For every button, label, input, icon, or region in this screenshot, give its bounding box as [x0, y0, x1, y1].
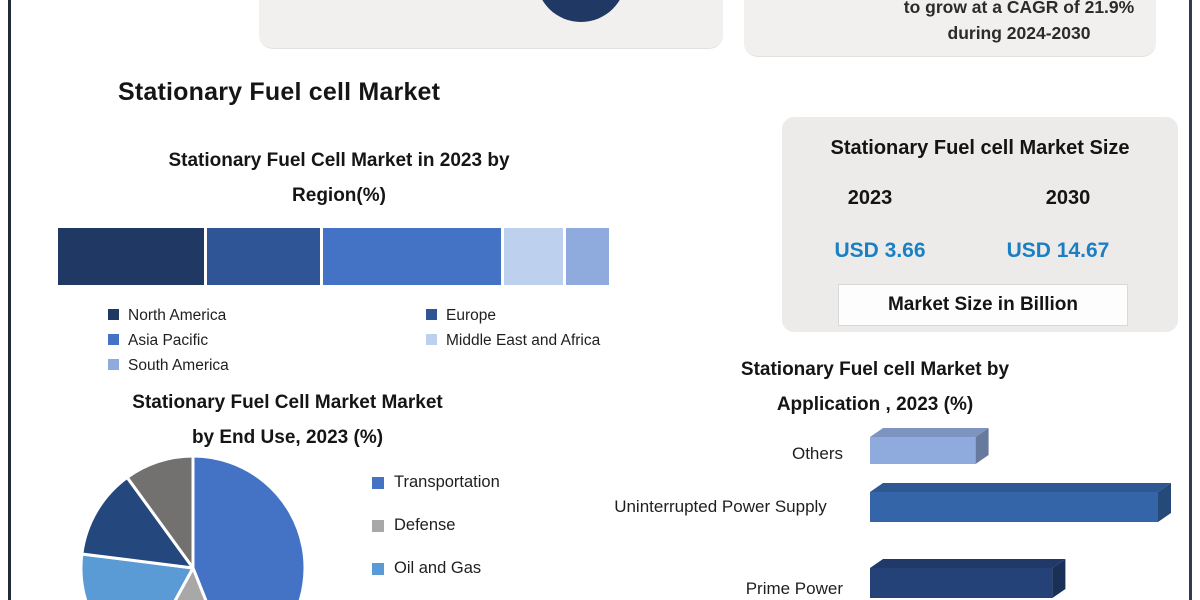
legend-item-defense: Defense: [372, 517, 500, 534]
legend-label-middle-east-and-africa: Middle East and Africa: [446, 332, 601, 349]
pie-slice-defense: [173, 566, 208, 600]
app-bar-prime-power: [870, 559, 1066, 598]
enduse-chart-title-line1: Stationary Fuel Cell Market Market: [132, 392, 443, 413]
legend-swatch-defense: [372, 520, 384, 532]
legend-swatch-transportation: [372, 477, 384, 489]
legend-label-transportation: Transportation: [394, 473, 500, 491]
legend-item-europe: Europe: [426, 307, 600, 324]
market-size-title: Stationary Fuel cell Market Size: [830, 137, 1130, 159]
region-segment-asia-pacific: [322, 228, 501, 285]
legend-swatch-europe: [426, 309, 437, 320]
legend-swatch-oil-and-gas: [372, 563, 384, 575]
market-size-year-2030: 2030: [1045, 187, 1091, 209]
legend-label-asia-pacific: Asia Pacific: [128, 332, 209, 349]
market-size-year-2023: 2023: [847, 187, 893, 209]
legend-label-north-america: North America: [128, 307, 227, 324]
application-bar-chart: [870, 428, 1171, 598]
region-segment-south-america: [565, 228, 610, 285]
legend-swatch-asia-pacific: [108, 334, 119, 345]
market-size-panel: Stationary Fuel cell Market Size 2023 20…: [782, 117, 1178, 332]
market-size-unit-label: Market Size in Billion: [887, 294, 1079, 315]
growth-icon-glyph: [536, 0, 626, 22]
right-border-line: [1189, 0, 1192, 600]
cagr-card-line1: to grow at a CAGR of 21.9%: [903, 0, 1135, 17]
enduse-pie-legend: Transportation Defense Oil and Gas: [372, 474, 500, 577]
region-chart-title: Stationary Fuel Cell Market in 2023 by R…: [89, 143, 589, 213]
region-stacked-bar: [58, 228, 610, 285]
legend-label-europe: Europe: [446, 307, 496, 324]
enduse-chart-title: Stationary Fuel Cell Market Market by En…: [60, 385, 515, 455]
enduse-pie-chart: [79, 454, 307, 600]
application-chart-title-line2: Application , 2023 (%): [776, 394, 974, 415]
region-segment-middle-east-and-africa: [503, 228, 563, 285]
legend-item-south-america: South America: [108, 357, 229, 374]
region-segment-north-america: [58, 228, 204, 285]
legend-label-defense: Defense: [394, 516, 456, 534]
page-title: Stationary Fuel cell Market: [118, 78, 441, 106]
cagr-card-line2: during 2024-2030: [947, 23, 1091, 43]
region-segment-europe: [206, 228, 320, 285]
legend-label-oil-and-gas: Oil and Gas: [394, 559, 482, 577]
pie-slice-unlabeled-5: [125, 454, 195, 570]
top-card-cagr: to grow at a CAGR of 21.9% during 2024-2…: [744, 0, 1156, 57]
legend-label-south-america: South America: [128, 357, 229, 374]
application-label-prime-power: Prime Power: [745, 579, 843, 598]
enduse-chart-title-line2: by End Use, 2023 (%): [191, 427, 384, 448]
growth-icon: [536, 0, 626, 22]
region-chart-title-line1: Stationary Fuel Cell Market in 2023 by: [168, 150, 510, 171]
pie-slice-transportation: [191, 454, 307, 600]
market-size-unit-box: Market Size in Billion: [838, 284, 1128, 326]
legend-item-north-america: North America: [108, 307, 229, 324]
legend-item-oil-and-gas: Oil and Gas: [372, 560, 500, 577]
legend-item-asia-pacific: Asia Pacific: [108, 332, 229, 349]
region-chart-title-line2: Region(%): [292, 185, 386, 206]
legend-item-middle-east-and-africa: Middle East and Africa: [426, 332, 600, 349]
application-chart-title: Stationary Fuel cell Market by Applicati…: [675, 352, 1075, 422]
top-card-valuation: 2023: [259, 0, 818, 49]
legend-swatch-middle-east-and-africa: [426, 334, 437, 345]
application-label-others: Others: [791, 444, 843, 463]
application-label-ups: Uninterrupted Power Supply: [614, 497, 827, 516]
region-legend-column-2: Europe Middle East and Africa: [426, 307, 600, 349]
legend-swatch-north-america: [108, 309, 119, 320]
pie-slice-unlabeled-4: [80, 475, 195, 570]
app-bar-uninterrupted-power-supply: [870, 483, 1171, 522]
application-chart-title-line1: Stationary Fuel cell Market by: [740, 359, 1010, 380]
legend-swatch-south-america: [108, 359, 119, 370]
market-size-value-2023: USD 3.66: [834, 239, 926, 262]
region-legend-column-1: North America Asia Pacific South America: [108, 307, 229, 374]
left-border-line: [8, 0, 11, 600]
legend-item-transportation: Transportation: [372, 474, 500, 491]
app-bar-others: [870, 428, 989, 464]
market-size-value-2030: USD 14.67: [1006, 239, 1110, 262]
